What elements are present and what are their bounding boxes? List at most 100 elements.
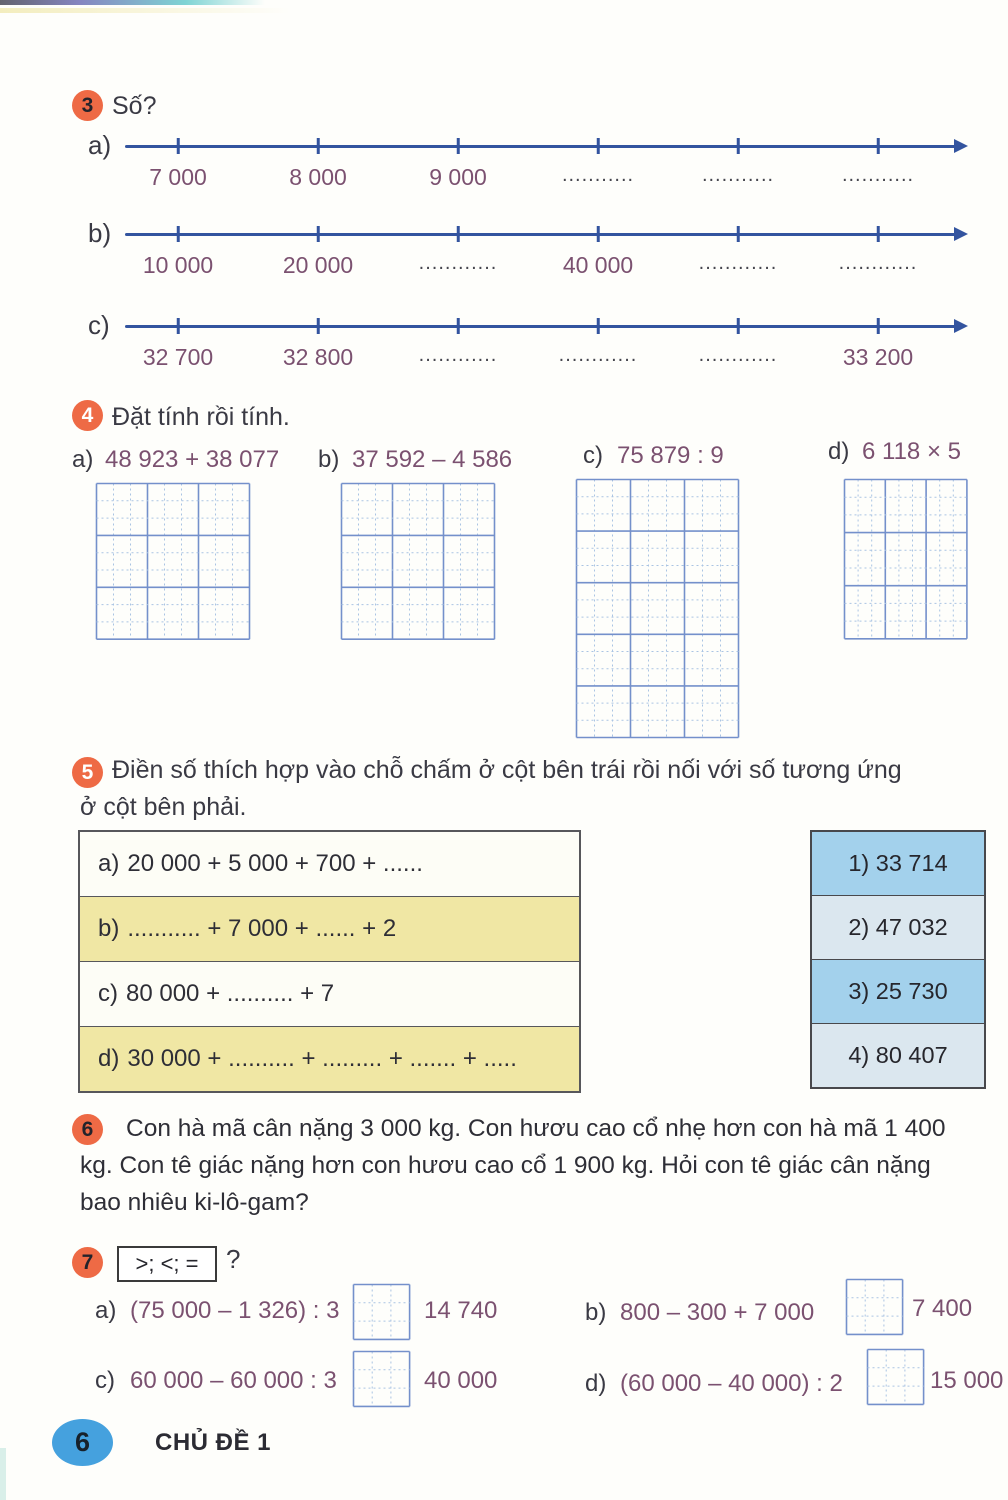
- problem-4b-expression: 37 592 – 4 586: [352, 446, 513, 473]
- problem-7b-value: 7 400: [912, 1295, 973, 1322]
- blank-answer[interactable]: ...........: [701, 164, 775, 186]
- problem-4d-label: d): [828, 438, 850, 465]
- numberline-ticks: [125, 318, 965, 334]
- left-column-table: a) 20 000 + 5 000 + 700 + ...... b) ....…: [78, 830, 581, 1093]
- blank-answer[interactable]: ............: [418, 252, 498, 274]
- blank-answer[interactable]: ...........: [841, 164, 915, 186]
- expression-row-b[interactable]: b) ........... + 7 000 + ...... + 2: [80, 896, 579, 961]
- word-problem-text: Con hà mã cân nặng 3 000 kg. Con hươu ca…: [80, 1115, 946, 1216]
- question-mark: ?: [226, 1244, 241, 1274]
- exercise-5-title-line1: Điền số thích hợp vào chỗ chấm ở cột bên…: [112, 756, 902, 784]
- blank-answer[interactable]: ............: [418, 344, 498, 366]
- number-cell-3[interactable]: 3) 25 730: [812, 959, 984, 1023]
- numberline-ticks: [125, 138, 965, 154]
- answer-box-7a[interactable]: [352, 1283, 411, 1341]
- tick-value: 9 000: [429, 164, 487, 190]
- page-number-badge: 6: [52, 1419, 113, 1466]
- blank-answer[interactable]: ............: [698, 252, 778, 274]
- calc-grid-a[interactable]: [95, 482, 251, 641]
- number-cell-2[interactable]: 2) 47 032: [812, 895, 984, 959]
- problem-4c-expression: 75 879 : 9: [617, 442, 724, 469]
- numberline-axis: [125, 144, 957, 148]
- line-b-label: b): [88, 218, 112, 248]
- expression-row-d[interactable]: d) 30 000 + .......... + ......... + ...…: [80, 1026, 579, 1091]
- line-c-label: c): [88, 310, 110, 340]
- numberline-labels: 7 000 8 000 9 000 ........... ..........…: [125, 164, 965, 196]
- decorative-stripe-top: [0, 0, 265, 5]
- tick-value: 32 800: [282, 344, 354, 370]
- numberline-labels: 10 000 20 000 ............ 40 000 ......…: [125, 252, 965, 284]
- row-expression: 30 000 + .......... + ......... + ......…: [127, 1045, 517, 1072]
- problem-4d-expression: 6 118 × 5: [862, 438, 961, 465]
- expression-row-c[interactable]: c) 80 000 + .......... + 7: [80, 961, 579, 1026]
- numberline-labels: 32 700 32 800 ............ ............ …: [125, 344, 965, 376]
- row-label: a): [98, 850, 120, 877]
- problem-7d-value: 15 000: [930, 1367, 1004, 1394]
- blank-answer[interactable]: ............: [558, 344, 638, 366]
- numberline-axis: [125, 232, 957, 236]
- right-column-table: 1) 33 714 2) 47 032 3) 25 730 4) 80 407: [810, 830, 986, 1089]
- tick-value: 20 000: [282, 252, 354, 278]
- tick-value: 10 000: [142, 252, 214, 278]
- tick-value: 33 200: [842, 344, 914, 370]
- blank-answer[interactable]: ...........: [561, 164, 635, 186]
- problem-4a-label: a): [72, 446, 94, 473]
- problem-7d-expression: (60 000 – 40 000) : 2: [620, 1370, 843, 1397]
- exercise-3-badge: 3: [72, 90, 103, 121]
- row-label: b): [98, 915, 120, 942]
- exercise-4-title: Đặt tính rồi tính.: [112, 403, 290, 431]
- number-cell-1[interactable]: 1) 33 714: [812, 832, 984, 895]
- tick-value: 7 000: [149, 164, 207, 190]
- row-label: d): [98, 1045, 120, 1072]
- blank-answer[interactable]: ............: [698, 344, 778, 366]
- blank-answer[interactable]: ............: [838, 252, 918, 274]
- arrow-right-icon: [954, 139, 968, 153]
- numberline-c: 32 700 32 800 ............ ............ …: [125, 318, 968, 380]
- row-expression: 80 000 + .......... + 7: [126, 980, 335, 1007]
- exercise-5-badge: 5: [72, 757, 103, 788]
- answer-box-7d[interactable]: [866, 1348, 925, 1406]
- problem-7c-value: 40 000: [424, 1367, 498, 1394]
- exercise-6-badge: 6: [72, 1114, 103, 1145]
- arrow-right-icon: [954, 227, 968, 241]
- exercise-7-badge: 7: [72, 1247, 103, 1278]
- problem-7a-label: a): [95, 1297, 117, 1324]
- answer-box-7c[interactable]: [352, 1350, 411, 1408]
- numberline-axis: [125, 324, 957, 328]
- row-expression: ........... + 7 000 + ...... + 2: [127, 915, 397, 942]
- line-a-label: a): [88, 130, 112, 160]
- arrow-right-icon: [954, 319, 968, 333]
- problem-7c-expression: 60 000 – 60 000 : 3: [130, 1367, 337, 1394]
- problem-4a-expression: 48 923 + 38 077: [105, 446, 280, 473]
- calc-grid-b[interactable]: [340, 482, 496, 641]
- number-cell-4[interactable]: 4) 80 407: [812, 1023, 984, 1087]
- expression-row-a[interactable]: a) 20 000 + 5 000 + 700 + ......: [80, 832, 579, 896]
- problem-7d-label: d): [585, 1370, 607, 1397]
- exercise-5-title-line2: ở cột bên phải.: [80, 793, 247, 821]
- tick-value: 32 700: [142, 344, 214, 370]
- chapter-label: CHỦ ĐỀ 1: [155, 1429, 272, 1456]
- answer-box-7b[interactable]: [845, 1278, 904, 1336]
- exercise-4-badge: 4: [72, 400, 103, 431]
- problem-7a-value: 14 740: [424, 1297, 498, 1324]
- decorative-edge: [0, 1448, 6, 1500]
- problem-4c-label: c): [583, 442, 603, 469]
- row-label: c): [98, 980, 118, 1007]
- problem-7b-label: b): [585, 1299, 607, 1326]
- tick-value: 40 000: [562, 252, 634, 278]
- numberline-a: 7 000 8 000 9 000 ........... ..........…: [125, 138, 968, 200]
- tick-value: 8 000: [289, 164, 347, 190]
- problem-7a-expression: (75 000 – 1 326) : 3: [130, 1297, 340, 1324]
- numberline-b: 10 000 20 000 ............ 40 000 ......…: [125, 226, 968, 288]
- problem-4b-label: b): [318, 446, 340, 473]
- problem-7b-expression: 800 – 300 + 7 000: [620, 1299, 815, 1326]
- calc-grid-d[interactable]: [843, 478, 968, 640]
- exercise-3-title: Số?: [112, 92, 157, 120]
- comparison-symbols-box: >; <; =: [117, 1246, 217, 1282]
- row-expression: 20 000 + 5 000 + 700 + ......: [127, 850, 423, 877]
- calc-grid-c[interactable]: [575, 478, 740, 739]
- problem-7c-label: c): [95, 1367, 115, 1394]
- numberline-ticks: [125, 226, 965, 242]
- decorative-stripe-yellow: [0, 8, 290, 13]
